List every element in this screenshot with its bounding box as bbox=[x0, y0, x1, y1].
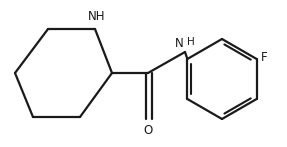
Text: N: N bbox=[175, 37, 184, 50]
Text: F: F bbox=[261, 51, 267, 64]
Text: NH: NH bbox=[88, 10, 106, 23]
Text: O: O bbox=[144, 124, 153, 137]
Text: H: H bbox=[187, 37, 195, 47]
